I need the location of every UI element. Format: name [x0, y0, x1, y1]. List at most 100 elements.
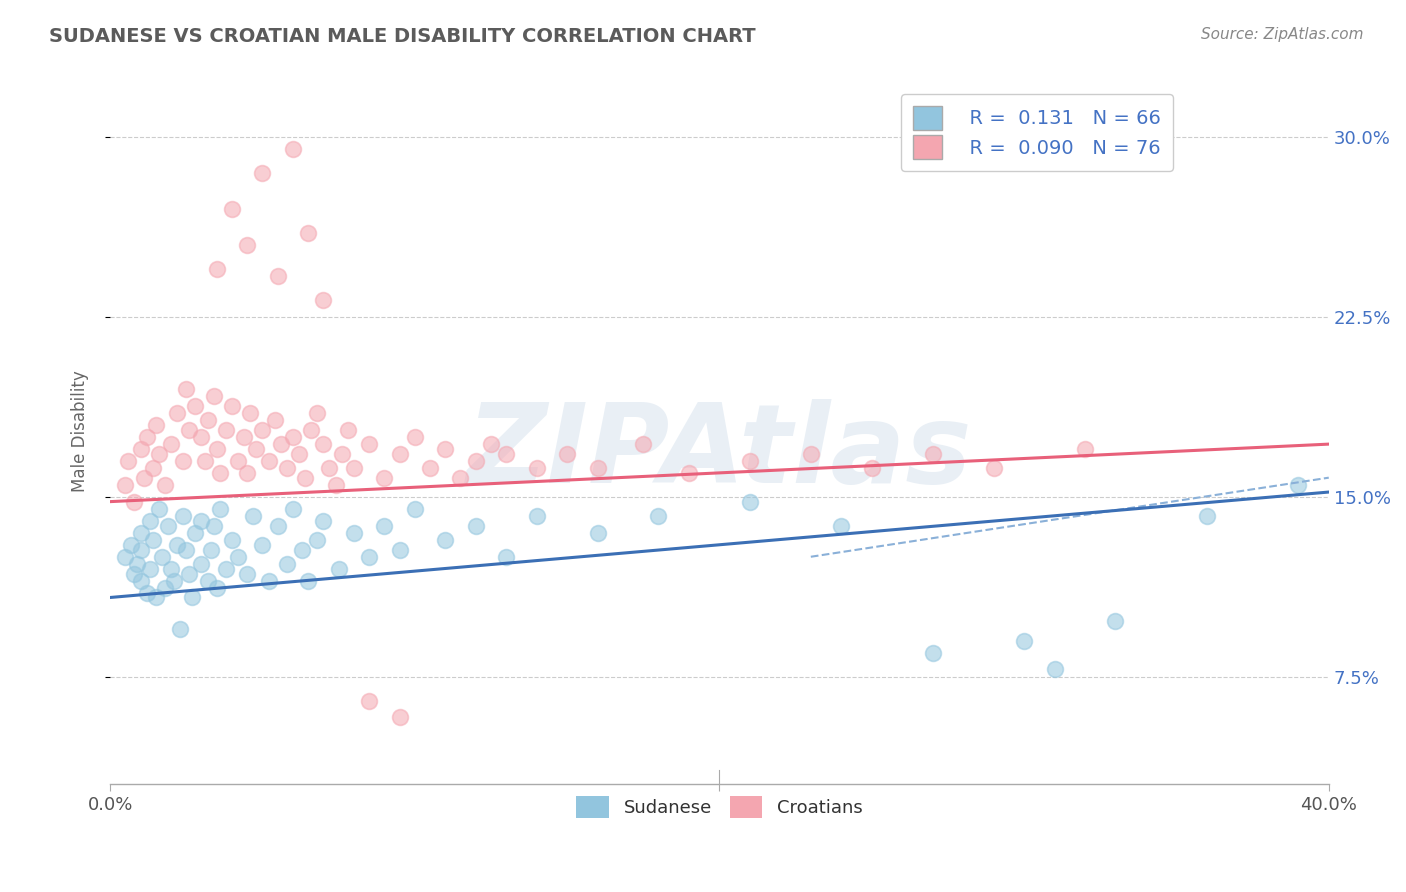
- Point: [150, 549, 173, 564]
- Point: [307, 533, 329, 547]
- Point: [449, 471, 471, 485]
- Legend: Sudanese, Croatians: Sudanese, Croatians: [569, 789, 870, 825]
- Point: [257, 574, 280, 588]
- Point: [226, 454, 249, 468]
- Point: [138, 562, 160, 576]
- Point: [357, 549, 380, 564]
- Point: [205, 262, 228, 277]
- Point: [148, 501, 170, 516]
- Point: [156, 518, 179, 533]
- Point: [190, 557, 212, 571]
- Point: [434, 442, 457, 456]
- Point: [1043, 662, 1066, 676]
- Point: [281, 142, 304, 156]
- Point: [239, 406, 262, 420]
- Point: [169, 622, 191, 636]
- Point: [221, 202, 243, 217]
- Point: [138, 514, 160, 528]
- Point: [114, 549, 136, 564]
- Point: [343, 525, 366, 540]
- Point: [312, 514, 335, 528]
- Point: [166, 538, 188, 552]
- Point: [172, 454, 194, 468]
- Point: [297, 226, 319, 240]
- Point: [297, 574, 319, 588]
- Point: [263, 413, 285, 427]
- Point: [312, 293, 335, 308]
- Point: [252, 166, 274, 180]
- Point: [276, 557, 298, 571]
- Point: [166, 406, 188, 420]
- Point: [153, 478, 176, 492]
- Point: [184, 399, 207, 413]
- Point: [860, 461, 883, 475]
- Point: [294, 471, 316, 485]
- Y-axis label: Male Disability: Male Disability: [72, 370, 89, 491]
- Point: [388, 710, 411, 724]
- Point: [555, 447, 578, 461]
- Point: [404, 430, 426, 444]
- Point: [479, 437, 502, 451]
- Point: [266, 518, 288, 533]
- Point: [160, 437, 183, 451]
- Point: [142, 461, 165, 475]
- Point: [288, 447, 311, 461]
- Point: [328, 562, 350, 576]
- Text: SUDANESE VS CROATIAN MALE DISABILITY CORRELATION CHART: SUDANESE VS CROATIAN MALE DISABILITY COR…: [49, 27, 756, 45]
- Point: [202, 389, 225, 403]
- Point: [921, 447, 943, 461]
- Point: [983, 461, 1005, 475]
- Point: [153, 581, 176, 595]
- Point: [215, 423, 238, 437]
- Point: [270, 437, 292, 451]
- Point: [129, 542, 152, 557]
- Point: [205, 581, 228, 595]
- Point: [299, 423, 322, 437]
- Point: [245, 442, 267, 456]
- Point: [830, 518, 852, 533]
- Point: [236, 566, 259, 581]
- Point: [1286, 478, 1309, 492]
- Point: [464, 454, 486, 468]
- Point: [179, 423, 201, 437]
- Point: [145, 591, 167, 605]
- Point: [434, 533, 457, 547]
- Point: [124, 566, 146, 581]
- Point: [373, 518, 395, 533]
- Point: [135, 585, 157, 599]
- Point: [145, 417, 167, 432]
- Point: [132, 471, 155, 485]
- Point: [190, 430, 212, 444]
- Point: [800, 447, 823, 461]
- Point: [633, 437, 655, 451]
- Point: [738, 454, 761, 468]
- Point: [266, 269, 288, 284]
- Point: [226, 549, 249, 564]
- Text: ZIPAtlas: ZIPAtlas: [467, 399, 972, 506]
- Point: [221, 399, 243, 413]
- Point: [291, 542, 314, 557]
- Point: [357, 437, 380, 451]
- Point: [495, 549, 517, 564]
- Point: [124, 494, 146, 508]
- Point: [163, 574, 186, 588]
- Point: [193, 454, 215, 468]
- Point: [215, 562, 238, 576]
- Point: [1195, 508, 1218, 523]
- Point: [343, 461, 366, 475]
- Point: [526, 461, 548, 475]
- Point: [330, 447, 353, 461]
- Point: [586, 461, 609, 475]
- Point: [208, 466, 231, 480]
- Point: [127, 557, 149, 571]
- Point: [252, 538, 274, 552]
- Point: [174, 542, 197, 557]
- Point: [236, 466, 259, 480]
- Point: [281, 430, 304, 444]
- Point: [160, 562, 183, 576]
- Text: Source: ZipAtlas.com: Source: ZipAtlas.com: [1201, 27, 1364, 42]
- Point: [200, 542, 222, 557]
- Point: [464, 518, 486, 533]
- Point: [236, 238, 259, 252]
- Point: [1104, 615, 1126, 629]
